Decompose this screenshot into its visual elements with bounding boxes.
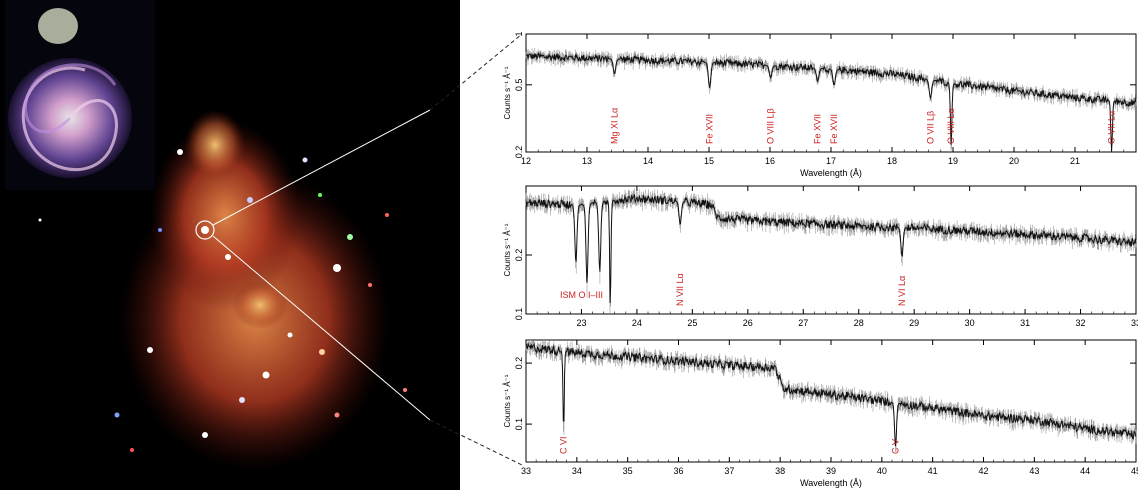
- galaxy-nucleus: [232, 281, 288, 329]
- point-sources: [38, 149, 407, 452]
- y-tick-label: 0.2: [514, 146, 524, 159]
- x-tick-label: 19: [948, 156, 958, 166]
- x-tick-label: 28: [854, 318, 864, 328]
- x-tick-label: 24: [632, 318, 642, 328]
- line-label: C V: [891, 439, 901, 454]
- x-tick-label: 43: [1029, 466, 1039, 476]
- spiral-arm-2: [24, 63, 117, 134]
- x-tick-label: 18: [887, 156, 897, 166]
- line-label: O VIII Lα: [946, 108, 956, 144]
- y-tick-label: 0.1: [514, 418, 524, 431]
- x-tick-label: 37: [724, 466, 734, 476]
- x-tick-label: 40: [877, 466, 887, 476]
- x-tick-label: 17: [826, 156, 836, 166]
- y-tick-label: 0.1: [514, 308, 524, 321]
- x-tick-label: 16: [765, 156, 775, 166]
- y-tick-label: 0.5: [514, 79, 524, 92]
- line-label: Mg XI Lα: [609, 108, 619, 144]
- line-label: C VI: [559, 436, 569, 454]
- x-tick-label: 13: [582, 156, 592, 166]
- line-label: Fe XVII: [705, 114, 715, 144]
- x-tick-label: 20: [1009, 156, 1019, 166]
- x-tick-label: 36: [673, 466, 683, 476]
- x-tick-label: 39: [826, 466, 836, 476]
- line-label: O VII Lα: [1107, 111, 1117, 144]
- x-tick-label: 32: [1076, 318, 1086, 328]
- line-label: O VIII Lβ: [766, 108, 776, 144]
- x-tick-label: 21: [1070, 156, 1080, 166]
- y-axis-label: Counts s⁻¹ Å⁻¹: [503, 66, 512, 119]
- line-label: Fe XVII: [813, 114, 823, 144]
- selected-source-circle: [195, 220, 215, 240]
- x-tick-label: 33: [1131, 318, 1138, 328]
- x-tick-label: 35: [623, 466, 633, 476]
- x-tick-label: 45: [1131, 466, 1138, 476]
- companion-galaxy-optical: [38, 8, 78, 44]
- x-tick-label: 26: [743, 318, 753, 328]
- x-tick-label: 31: [1020, 318, 1030, 328]
- x-tick-label: 12: [521, 156, 531, 166]
- x-tick-label: 38: [775, 466, 785, 476]
- x-tick-label: 41: [928, 466, 938, 476]
- x-tick-label: 30: [965, 318, 975, 328]
- companion-nucleus: [185, 110, 245, 180]
- line-label: Fe XVII: [829, 114, 839, 144]
- diffuse-emission-upper: [150, 120, 300, 310]
- x-tick-label: 44: [1080, 466, 1090, 476]
- y-tick-label: 1: [514, 31, 524, 36]
- x-tick-label: 23: [576, 318, 586, 328]
- line-label: ISM O I–III: [560, 290, 603, 300]
- y-axis-label: Counts s⁻¹ Å⁻¹: [503, 374, 512, 427]
- line-label: N VII Lα: [675, 273, 685, 306]
- x-axis-label: Wavelength (Å): [800, 478, 862, 488]
- x-tick-label: 42: [978, 466, 988, 476]
- x-tick-label: 27: [798, 318, 808, 328]
- line-label: N VI Lα: [897, 276, 907, 306]
- x-tick-label: 33: [521, 466, 531, 476]
- spectrum-panel-1: 12 13 14 15 16 17 18 19 20 21 0.2 0.5 1 Counts s⁻¹ Å⁻…: [503, 31, 1137, 178]
- x-tick-label: 34: [572, 466, 582, 476]
- spiral-arm: [21, 66, 118, 172]
- y-axis-label: Counts s⁻¹ Å⁻¹: [503, 223, 512, 276]
- xray-galaxy-image: [0, 0, 460, 490]
- spectrum-line: [525, 194, 1137, 304]
- spectrum-line: [525, 342, 1137, 447]
- y-tick-label: 0.2: [514, 357, 524, 370]
- x-tick-label: 14: [643, 156, 653, 166]
- spectrum-panels: 12 13 14 15 16 17 18 19 20 21 0.2 0.5 1 Counts s⁻¹ Å⁻…: [503, 31, 1138, 488]
- y-tick-label: 0.2: [514, 249, 524, 262]
- x-tick-label: 25: [687, 318, 697, 328]
- x-tick-label: 15: [704, 156, 714, 166]
- line-label: O VII Lβ: [925, 111, 935, 144]
- x-axis-label: Wavelength (Å): [800, 168, 862, 178]
- zoom-connectors: [212, 33, 523, 466]
- x-tick-label: 29: [909, 318, 919, 328]
- spectrum-line: [525, 51, 1137, 152]
